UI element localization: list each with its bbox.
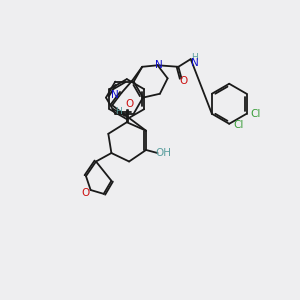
Text: H: H <box>115 107 122 116</box>
Text: H: H <box>191 53 198 62</box>
Text: N: N <box>111 89 119 100</box>
Text: N: N <box>155 60 163 70</box>
Text: O: O <box>180 76 188 86</box>
Text: Cl: Cl <box>250 109 261 119</box>
Text: OH: OH <box>156 148 172 158</box>
Text: O: O <box>82 188 90 198</box>
Text: Cl: Cl <box>233 120 244 130</box>
Text: N: N <box>191 58 198 68</box>
Text: O: O <box>125 99 133 109</box>
